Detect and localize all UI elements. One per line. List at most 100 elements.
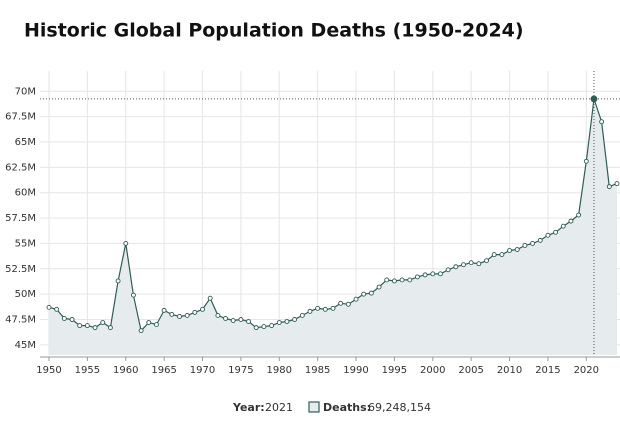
- point: [177, 314, 182, 319]
- point: [361, 291, 367, 297]
- point: [445, 267, 451, 273]
- point: [92, 325, 98, 331]
- point: [583, 158, 589, 164]
- point: [276, 320, 282, 325]
- point: [54, 306, 60, 312]
- point: [338, 300, 344, 306]
- y-tick-label: 45M: [15, 340, 36, 351]
- tooltip-year: 2021: [265, 401, 293, 414]
- point: [599, 119, 605, 125]
- x-tick-label: 1960: [113, 365, 138, 376]
- y-tick-label: 62.5M: [5, 162, 36, 173]
- point: [391, 278, 397, 284]
- point: [537, 237, 543, 243]
- point: [376, 284, 382, 290]
- y-tick-label: 57.5M: [5, 213, 36, 224]
- point: [514, 247, 520, 252]
- point: [438, 271, 443, 277]
- area: [49, 98, 617, 356]
- point: [307, 308, 313, 314]
- tooltip-deaths-label: Deaths:: [323, 401, 371, 414]
- point: [284, 319, 290, 324]
- point: [207, 295, 213, 301]
- point: [499, 252, 505, 258]
- point: [468, 260, 474, 266]
- point: [84, 323, 90, 329]
- point: [461, 262, 466, 268]
- chart-title: Historic Global Population Deaths (1950-…: [24, 20, 524, 42]
- point: [269, 323, 275, 329]
- point: [130, 292, 136, 298]
- point: [384, 277, 390, 283]
- point: [368, 290, 374, 296]
- y-tick-label: 52.5M: [5, 264, 36, 275]
- x-tick-label: 1990: [343, 365, 368, 376]
- point: [353, 296, 359, 302]
- point: [606, 184, 612, 190]
- point: [553, 229, 559, 235]
- point: [61, 316, 67, 321]
- point: [590, 95, 598, 103]
- point: [614, 181, 620, 187]
- point: [299, 312, 305, 318]
- point: [146, 320, 152, 325]
- point: [138, 328, 144, 334]
- x-tick-label: 2020: [574, 365, 599, 376]
- point: [399, 277, 405, 283]
- point: [69, 317, 75, 322]
- point: [192, 309, 198, 315]
- x-tick-label: 2000: [420, 365, 445, 376]
- x-tick-label: 1970: [190, 365, 215, 376]
- y-tick-label: 55M: [15, 238, 36, 249]
- point: [230, 318, 236, 323]
- x-tick-label: 2005: [458, 365, 483, 376]
- x-tick-label: 1995: [382, 365, 407, 376]
- point: [238, 317, 244, 322]
- point: [169, 311, 175, 317]
- point: [568, 218, 574, 224]
- point: [184, 312, 190, 318]
- point: [253, 325, 259, 331]
- point: [522, 243, 528, 248]
- x-tick-label: 2015: [535, 365, 560, 376]
- point: [476, 261, 482, 267]
- tooltip-deaths: 69,248,154: [368, 401, 431, 414]
- y-tick-label: 70M: [15, 86, 36, 97]
- y-tick-label: 60M: [15, 188, 36, 199]
- tooltip-year-label: Year:: [232, 401, 265, 414]
- point: [292, 317, 298, 322]
- x-tick-label: 1985: [305, 365, 330, 376]
- point: [491, 252, 497, 258]
- point: [315, 305, 321, 311]
- point: [453, 264, 459, 270]
- point: [322, 306, 328, 312]
- point: [215, 312, 221, 318]
- point: [484, 258, 489, 264]
- point: [414, 274, 420, 280]
- point: [161, 307, 167, 313]
- point: [154, 322, 159, 328]
- point: [545, 232, 551, 238]
- x-tick-label: 1950: [36, 365, 61, 376]
- point: [107, 325, 113, 331]
- point: [560, 223, 566, 229]
- point: [330, 305, 336, 311]
- point: [77, 323, 83, 329]
- point: [223, 316, 228, 321]
- point: [261, 324, 267, 330]
- point: [46, 304, 52, 310]
- point: [422, 272, 428, 278]
- point: [200, 306, 205, 312]
- x-tick-label: 1955: [75, 365, 100, 376]
- x-tick-label: 1980: [267, 365, 292, 376]
- point: [507, 248, 512, 253]
- x-tick-label: 1965: [151, 365, 176, 376]
- point: [246, 319, 252, 324]
- point: [576, 212, 582, 218]
- point: [115, 278, 121, 284]
- tooltip-swatch: [308, 401, 320, 413]
- x-tick-label: 1975: [228, 365, 253, 376]
- y-tick-label: 65M: [15, 137, 36, 148]
- point: [123, 240, 129, 246]
- y-tick-label: 67.5M: [5, 112, 36, 123]
